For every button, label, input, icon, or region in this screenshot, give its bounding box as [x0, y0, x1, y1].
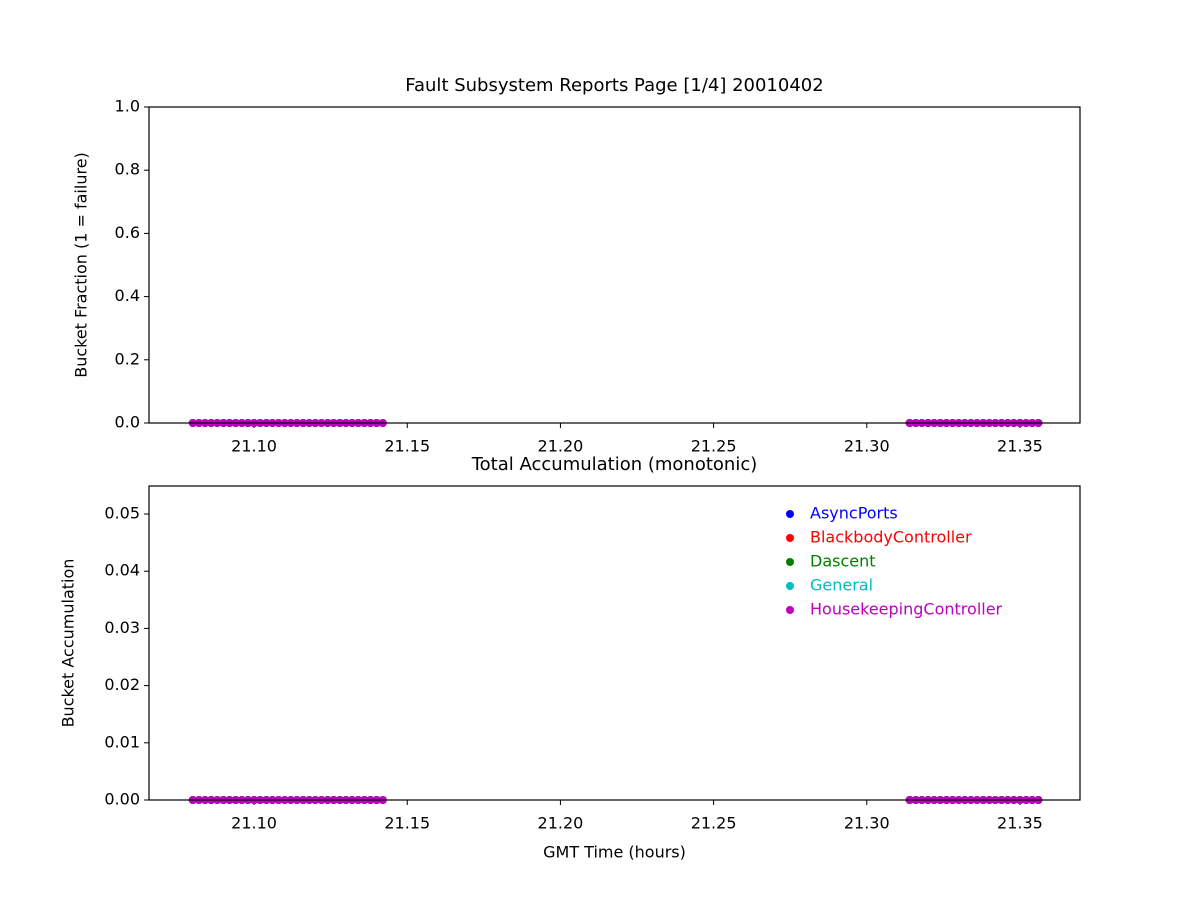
x-tick-label: 21.15 [384, 437, 430, 456]
y-tick-label: 0.6 [115, 223, 140, 242]
y-tick-label: 0.8 [115, 160, 140, 179]
legend-marker [786, 534, 794, 542]
x-tick-label: 21.25 [691, 437, 737, 456]
x-axis-label: GMT Time (hours) [543, 843, 686, 862]
y-tick-label: 0.0 [115, 413, 140, 432]
y-axis-label: Bucket Fraction (1 = failure) [72, 152, 91, 378]
x-tick-label: 21.30 [844, 437, 890, 456]
legend-marker [786, 558, 794, 566]
legend-label: Dascent [810, 552, 876, 571]
y-tick-label: 0.03 [104, 618, 140, 637]
legend-marker [786, 582, 794, 590]
x-tick-label: 21.10 [231, 437, 277, 456]
x-tick-label: 21.15 [384, 814, 430, 833]
chart-title: Fault Subsystem Reports Page [1/4] 20010… [405, 75, 823, 96]
legend-marker [786, 606, 794, 614]
x-tick-label: 21.10 [231, 814, 277, 833]
legend-label: BlackbodyController [810, 528, 972, 547]
y-tick-label: 0.02 [104, 675, 140, 694]
x-tick-label: 21.20 [538, 437, 584, 456]
chart-title: Total Accumulation (monotonic) [471, 454, 758, 475]
x-tick-label: 21.30 [844, 814, 890, 833]
y-tick-label: 0.05 [104, 504, 140, 523]
legend-label: HousekeepingController [810, 600, 1003, 619]
y-tick-label: 0.2 [115, 349, 140, 368]
x-tick-label: 21.35 [997, 814, 1043, 833]
legend-marker [786, 510, 794, 518]
legend-label: General [810, 576, 873, 595]
y-tick-label: 1.0 [115, 97, 140, 116]
y-tick-label: 0.4 [115, 286, 140, 305]
legend-label: AsyncPorts [810, 504, 898, 523]
axes-frame [148, 106, 1081, 424]
axes-frame [148, 485, 1081, 801]
y-tick-label: 0.01 [104, 732, 140, 751]
x-tick-label: 21.35 [997, 437, 1043, 456]
x-tick-label: 21.20 [538, 814, 584, 833]
x-tick-label: 21.25 [691, 814, 737, 833]
y-tick-label: 0.04 [104, 561, 140, 580]
y-axis-label: Bucket Accumulation [59, 559, 78, 728]
y-tick-label: 0.00 [104, 790, 140, 809]
